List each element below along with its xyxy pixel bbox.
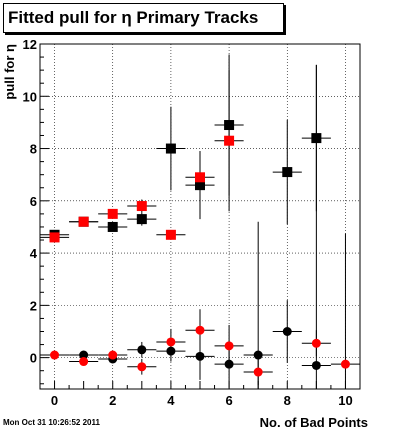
data-point-circle <box>195 325 205 335</box>
x-tick-label: 10 <box>338 393 352 408</box>
data-point-square <box>282 167 293 178</box>
x-tick-label: 0 <box>51 393 58 408</box>
data-point-square <box>165 143 176 154</box>
data-point-square <box>195 172 205 183</box>
x-axis-label: No. of Bad Points <box>260 415 368 430</box>
series-3 <box>40 233 360 389</box>
data-point-circle <box>50 350 60 360</box>
data-point-circle <box>108 350 118 360</box>
x-tick-label: 4 <box>167 393 175 408</box>
data-point-circle <box>224 341 234 351</box>
data-point-circle <box>311 360 321 370</box>
data-point-circle <box>195 351 205 361</box>
tick-labels: 0 2 4 6 8 10 0 2 4 6 8 10 12 <box>23 37 353 408</box>
data-point-square <box>49 232 60 243</box>
data-point-circle <box>282 327 292 336</box>
y-tick-label: 0 <box>30 351 37 366</box>
y-tick-label: 12 <box>23 37 37 52</box>
y-tick-label: 4 <box>30 246 38 261</box>
data-series <box>40 54 360 389</box>
data-point-square <box>107 221 118 232</box>
chart-title: Fitted pull for η Primary Tracks <box>8 8 259 27</box>
y-axis-label: pull for η <box>2 44 17 100</box>
chart-title-box: Fitted pull for η Primary Tracks <box>3 3 284 33</box>
data-point-circle <box>311 338 321 348</box>
data-point-square <box>224 135 235 146</box>
series-1 <box>40 70 244 243</box>
data-point-square <box>136 201 147 212</box>
data-point-square <box>136 214 147 225</box>
data-point-circle <box>340 359 350 369</box>
data-point-circle <box>137 345 147 355</box>
y-tick-label: 6 <box>30 194 37 209</box>
series-2 <box>69 64 331 389</box>
data-point-square <box>107 208 118 219</box>
data-point-square <box>78 216 89 227</box>
x-tick-label: 2 <box>109 393 116 408</box>
axis-ticks <box>39 43 361 389</box>
data-point-square <box>165 229 176 240</box>
data-point-circle <box>253 367 263 377</box>
x-tick-label: 6 <box>225 393 232 408</box>
data-point-circle <box>166 337 176 347</box>
y-tick-label: 10 <box>23 89 37 104</box>
series-0 <box>40 54 331 240</box>
y-tick-label: 8 <box>30 142 37 157</box>
timestamp: Mon Oct 31 10:26:52 2011 <box>3 418 100 427</box>
data-point-circle <box>253 350 263 360</box>
data-point-circle <box>79 350 89 360</box>
data-point-circle <box>79 357 89 367</box>
y-tick-label: 2 <box>30 298 37 313</box>
x-tick-label: 8 <box>284 393 291 408</box>
data-point-circle <box>137 362 147 372</box>
